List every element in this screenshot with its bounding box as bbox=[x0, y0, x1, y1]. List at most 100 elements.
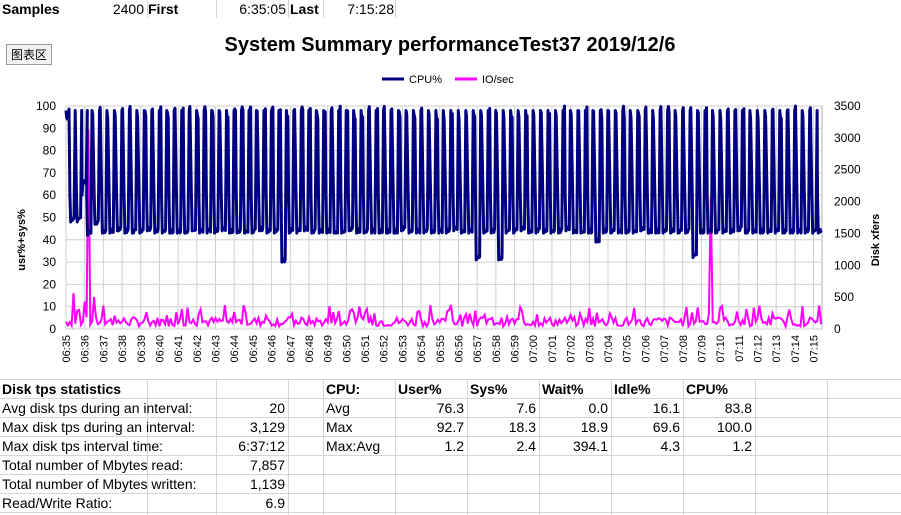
cpu-header: CPU: bbox=[326, 381, 361, 397]
legend-label: IO/sec bbox=[482, 74, 514, 86]
chart-svg: System Summary performanceTest37 2019/12… bbox=[16, 34, 882, 363]
cpu-cell: 83.8 bbox=[724, 400, 752, 416]
y-tick-label: 40 bbox=[43, 233, 57, 247]
x-tick-label: 06:52 bbox=[379, 335, 391, 363]
y-tick-label: 10 bbox=[43, 300, 57, 314]
grid-line bbox=[0, 417, 901, 418]
x-tick-label: 07:09 bbox=[696, 335, 708, 363]
x-tick-label: 07:01 bbox=[547, 335, 559, 363]
grid-line bbox=[147, 0, 148, 18]
x-tick-label: 06:37 bbox=[98, 335, 110, 363]
disk-stat-label: Max disk tps interval time: bbox=[2, 438, 164, 454]
x-tick-label: 06:47 bbox=[285, 335, 297, 363]
y-tick-label: 20 bbox=[43, 277, 57, 291]
cpu-cell: 4.3 bbox=[660, 438, 680, 454]
grid-line bbox=[683, 379, 684, 515]
x-tick-label: 07:05 bbox=[622, 335, 634, 363]
x-tick-label: 07:14 bbox=[790, 335, 802, 363]
x-tick-label: 07:04 bbox=[603, 335, 615, 363]
disk-stat-label: Avg disk tps during an interval: bbox=[2, 400, 193, 416]
grid-line bbox=[755, 379, 756, 515]
x-tick-label: 06:51 bbox=[360, 335, 372, 363]
y-tick-label: 100 bbox=[36, 99, 56, 113]
grid-line bbox=[611, 379, 612, 515]
y2-tick-label: 2000 bbox=[834, 195, 861, 209]
y-tick-label: 50 bbox=[43, 211, 57, 225]
disk-stat-value: 6:37:12 bbox=[238, 438, 285, 454]
cpu-cell: 92.7 bbox=[436, 419, 464, 435]
grid-line bbox=[323, 379, 324, 515]
cpu-row-label: Avg bbox=[326, 400, 350, 416]
chart-area-label: 图表区 bbox=[6, 44, 53, 65]
grid-line bbox=[827, 379, 828, 515]
grid-line bbox=[323, 0, 324, 18]
x-tick-label: 06:41 bbox=[173, 335, 185, 363]
chart-title: System Summary performanceTest37 2019/12… bbox=[225, 34, 676, 56]
x-tick-label: 06:46 bbox=[267, 335, 279, 363]
cpu-header: Sys% bbox=[470, 381, 508, 397]
x-tick-label: 06:59 bbox=[510, 335, 522, 363]
y2-tick-label: 3000 bbox=[834, 131, 861, 145]
y-axis-label: usr%+sys% bbox=[16, 209, 28, 271]
grid-line bbox=[0, 379, 901, 380]
x-tick-label: 07:08 bbox=[678, 335, 690, 363]
first-value: 6:35:05 bbox=[239, 1, 286, 17]
y-tick-label: 80 bbox=[43, 144, 57, 158]
legend-label: CPU% bbox=[409, 74, 442, 86]
samples-value: 2400 bbox=[112, 1, 144, 17]
x-axis-ticks: 06:35 06:36 06:37 06:38 06:39 06:40 06:41 06:42… bbox=[61, 335, 821, 363]
grid-line bbox=[539, 379, 540, 515]
y2-tick-label: 0 bbox=[834, 322, 841, 336]
cpu-cell: 2.4 bbox=[516, 438, 536, 454]
y2-tick-label: 2500 bbox=[834, 163, 861, 177]
grid-line bbox=[467, 379, 468, 515]
grid-line bbox=[147, 379, 148, 515]
x-tick-label: 06:53 bbox=[397, 335, 409, 363]
chart-area[interactable]: System Summary performanceTest37 2019/12… bbox=[0, 18, 901, 376]
x-tick-label: 06:38 bbox=[117, 335, 129, 363]
grid-line bbox=[0, 398, 901, 399]
cpu-cell: 100.0 bbox=[716, 419, 752, 435]
y2-tick-label: 500 bbox=[834, 290, 854, 304]
x-tick-label: 07:12 bbox=[753, 335, 765, 363]
y-axis-ticks: 0 10 20 30 40 50 60 70 80 90 100 bbox=[36, 99, 56, 336]
last-value: 7:15:28 bbox=[347, 1, 394, 17]
x-tick-label: 07:11 bbox=[734, 335, 746, 362]
cpu-cell: 394.1 bbox=[572, 438, 608, 454]
samples-label: Samples bbox=[2, 1, 60, 17]
grid-line bbox=[0, 455, 901, 456]
cpu-cell: 18.9 bbox=[580, 419, 608, 435]
grid-line bbox=[395, 379, 396, 515]
y2-tick-label: 1000 bbox=[834, 258, 861, 272]
x-tick-label: 07:13 bbox=[771, 335, 783, 363]
y-tick-label: 0 bbox=[49, 322, 56, 336]
series-line-io-sec bbox=[65, 129, 823, 330]
grid-line bbox=[216, 379, 217, 515]
disk-stat-value: 7,857 bbox=[249, 457, 285, 473]
disk-stat-label: Read/Write Ratio: bbox=[2, 495, 113, 511]
grid-line bbox=[395, 0, 396, 18]
cpu-row-label: Max:Avg bbox=[326, 438, 381, 454]
last-label: Last bbox=[290, 1, 319, 17]
cpu-cell: 16.1 bbox=[652, 400, 680, 416]
x-tick-label: 07:15 bbox=[809, 335, 821, 363]
x-tick-label: 06:45 bbox=[248, 335, 260, 363]
grid-line bbox=[0, 436, 901, 437]
disk-stat-label: Total number of Mbytes read: bbox=[2, 457, 184, 473]
grid-line bbox=[288, 0, 289, 18]
disk-stat-value: 1,139 bbox=[249, 476, 285, 492]
cpu-cell: 76.3 bbox=[436, 400, 464, 416]
cpu-cell: 0.0 bbox=[588, 400, 608, 416]
cpu-cell: 7.6 bbox=[516, 400, 536, 416]
y2-axis-label: Disk xfers bbox=[870, 214, 882, 267]
grid-line bbox=[0, 493, 901, 494]
x-tick-label: 07:02 bbox=[566, 335, 578, 363]
y-tick-label: 90 bbox=[43, 121, 57, 135]
grid-line bbox=[0, 512, 901, 513]
x-tick-label: 06:42 bbox=[192, 335, 204, 363]
cpu-header: Idle% bbox=[614, 381, 651, 397]
disk-stat-value: 3,129 bbox=[249, 419, 285, 435]
y2-tick-label: 3500 bbox=[834, 99, 861, 113]
cpu-cell: 69.6 bbox=[652, 419, 680, 435]
x-tick-label: 06:49 bbox=[323, 335, 335, 363]
